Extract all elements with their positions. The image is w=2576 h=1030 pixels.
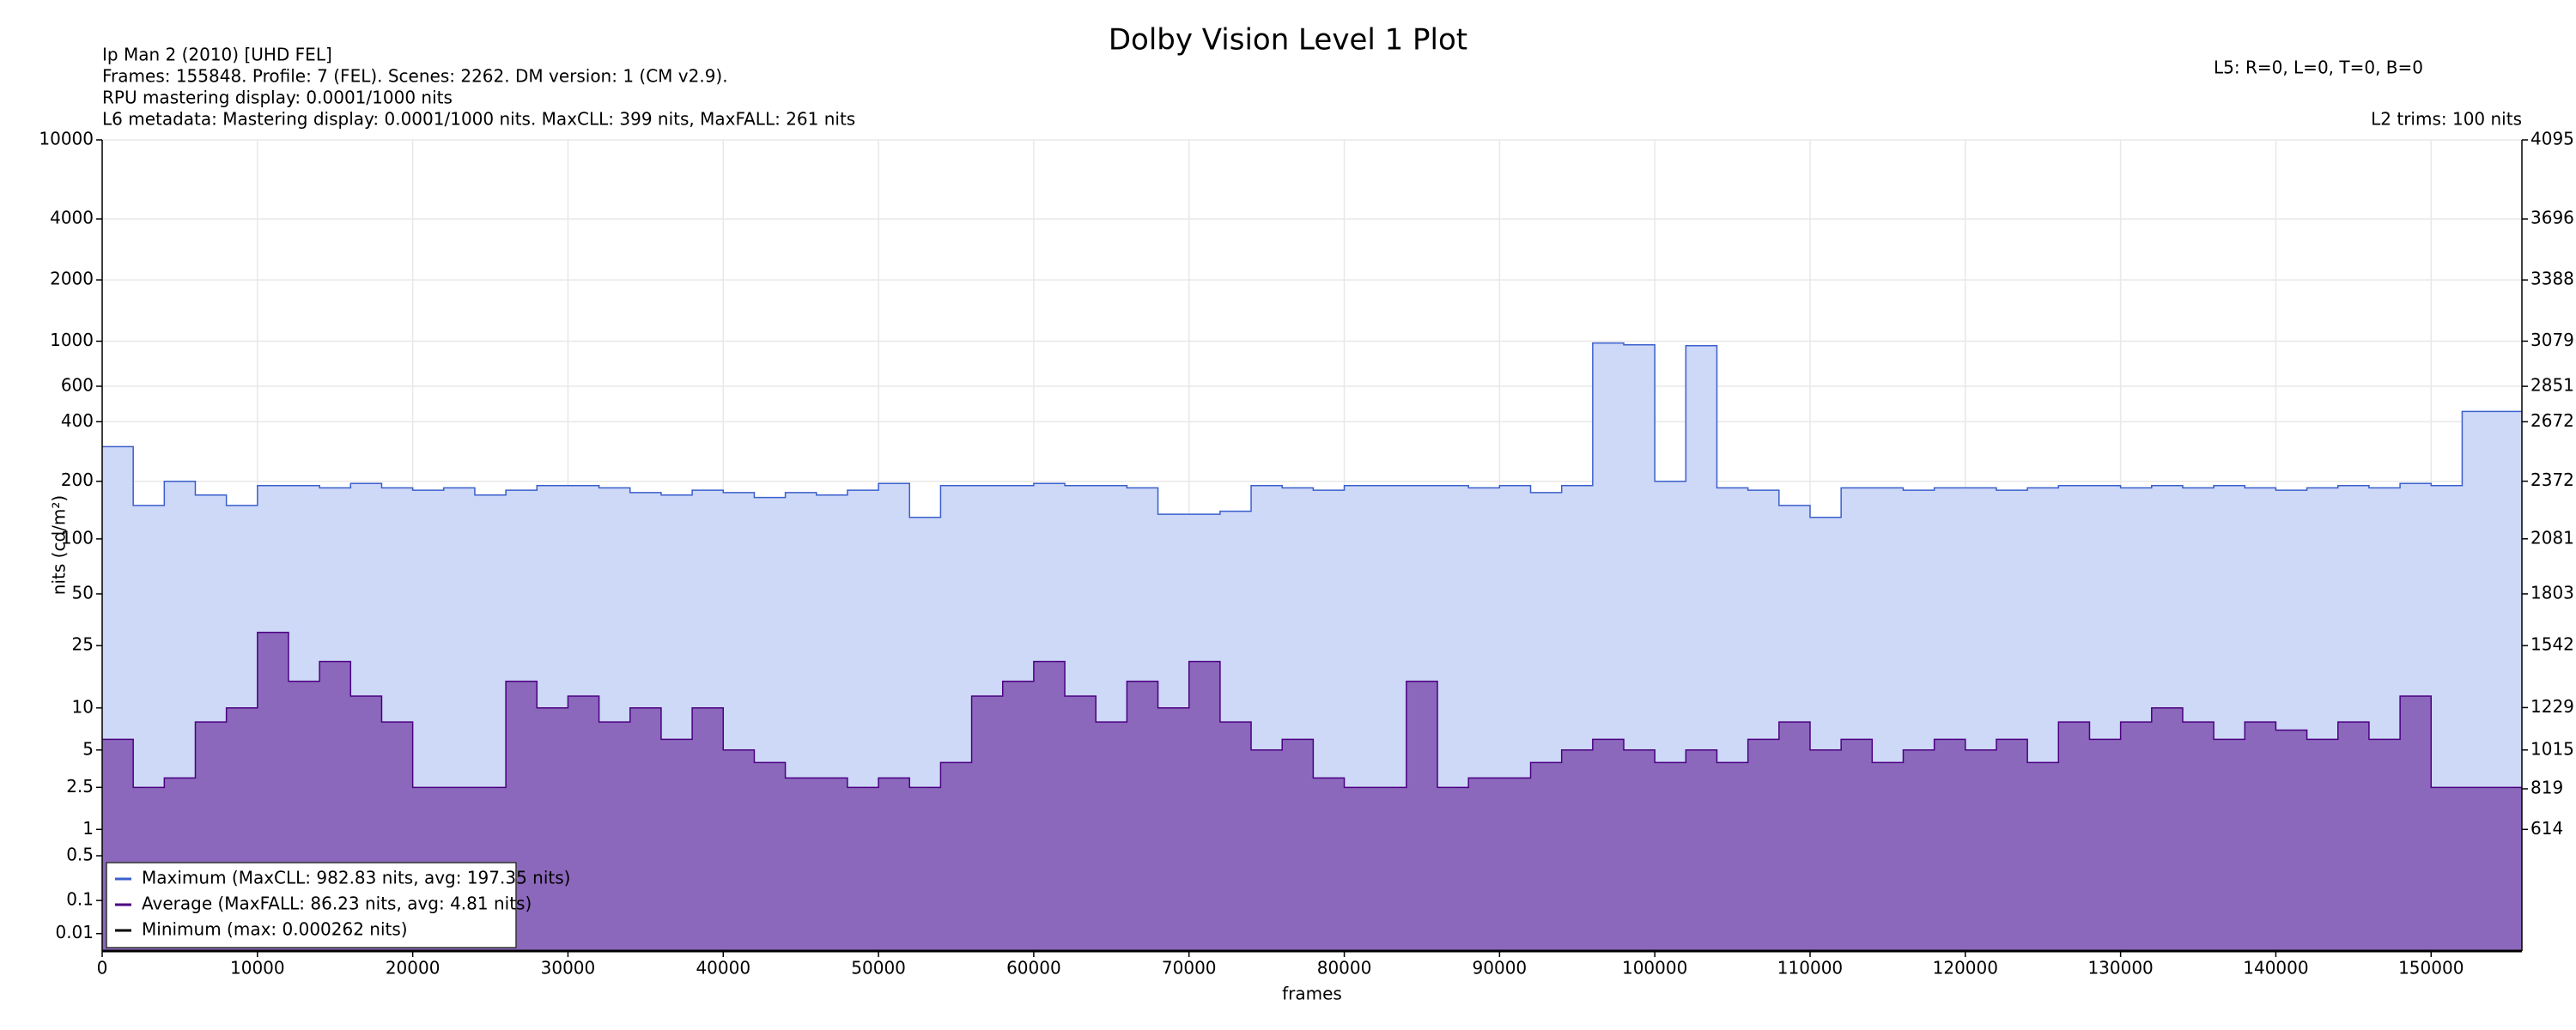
y-tick-label: 200 (61, 470, 94, 490)
x-tick-label: 30000 (541, 958, 596, 978)
x-tick-label: 140000 (2243, 958, 2308, 978)
legend-box (106, 862, 517, 948)
y2-tick-label: 1229 (2530, 696, 2574, 717)
y-tick-label: 600 (61, 375, 94, 396)
x-tick-label: 10000 (230, 958, 285, 978)
x-tick-label: 50000 (851, 958, 906, 978)
legend: Maximum (MaxCLL: 982.83 nits, avg: 197.3… (106, 862, 570, 948)
legend-label: Maximum (MaxCLL: 982.83 nits, avg: 197.3… (142, 868, 570, 888)
y2-tick-label: 3079 (2530, 330, 2574, 350)
series-area (102, 632, 2522, 951)
x-tick-label: 100000 (1622, 958, 1687, 978)
x-axis-label: frames (1282, 984, 1342, 1004)
y-tick-label: 0.5 (66, 845, 94, 865)
y-tick-label: 100 (61, 527, 94, 548)
y-tick-label: 0.01 (55, 922, 94, 942)
x-tick-label: 110000 (1777, 958, 1843, 978)
x-tick-label: 120000 (1933, 958, 1998, 978)
chart-title: Dolby Vision Level 1 Plot (1109, 23, 1467, 58)
y-axis-label: nits (cd/m²) (49, 495, 70, 595)
y2-tick-label: 3388 (2530, 269, 2574, 289)
y-tick-label: 25 (72, 634, 94, 655)
x-tick-label: 70000 (1162, 958, 1217, 978)
x-tick-label: 130000 (2087, 958, 2153, 978)
y2-tick-label: 2081 (2530, 527, 2574, 548)
y2-tick-label: 1542 (2530, 634, 2574, 655)
y-tick-label: 400 (61, 410, 94, 431)
series-line (102, 342, 2522, 518)
y2-tick-label: 2851 (2530, 375, 2574, 396)
y-tick-label: 2.5 (66, 776, 94, 797)
y2-tick-label: 3696 (2530, 208, 2574, 228)
info-line: L6 metadata: Mastering display: 0.0001/1… (102, 109, 855, 130)
y-tick-label: 2000 (50, 269, 94, 289)
l2-label: L2 trims: 100 nits (2371, 109, 2522, 130)
y-tick-label: 50 (72, 582, 94, 603)
y-tick-label: 4000 (50, 208, 94, 228)
info-line: Ip Man 2 (2010) [UHD FEL] (102, 45, 332, 65)
y-tick-label: 10 (72, 696, 94, 717)
y-tick-label: 1000 (50, 330, 94, 350)
legend-label: Minimum (max: 0.000262 nits) (142, 919, 408, 940)
l5-label: L5: R=0, L=0, T=0, B=0 (2214, 58, 2423, 78)
y-tick-label: 0.1 (66, 889, 94, 910)
x-tick-label: 40000 (696, 958, 750, 978)
y2-tick-label: 1015 (2530, 738, 2574, 759)
y2-tick-label: 1803 (2530, 582, 2574, 603)
series-line (102, 631, 2522, 789)
x-tick-label: 60000 (1006, 958, 1061, 978)
x-tick-label: 80000 (1317, 958, 1372, 978)
y-tick-label: 5 (82, 738, 94, 759)
y2-tick-label: 2672 (2530, 410, 2574, 431)
y-tick-label: 10000 (39, 129, 94, 149)
y2-tick-label: 614 (2530, 818, 2563, 839)
x-tick-label: 0 (97, 958, 108, 978)
x-tick-label: 20000 (386, 958, 440, 978)
y-tick-label: 1 (82, 818, 94, 839)
info-line: Frames: 155848. Profile: 7 (FEL). Scenes… (102, 66, 728, 87)
x-tick-label: 150000 (2398, 958, 2464, 978)
y2-tick-label: 4095 (2530, 129, 2574, 149)
x-tick-label: 90000 (1473, 958, 1528, 978)
y2-tick-label: 2372 (2530, 470, 2574, 490)
legend-label: Average (MaxFALL: 86.23 nits, avg: 4.81 … (142, 894, 532, 914)
info-line: RPU mastering display: 0.0001/1000 nits (102, 88, 453, 108)
y2-tick-label: 819 (2530, 778, 2563, 798)
